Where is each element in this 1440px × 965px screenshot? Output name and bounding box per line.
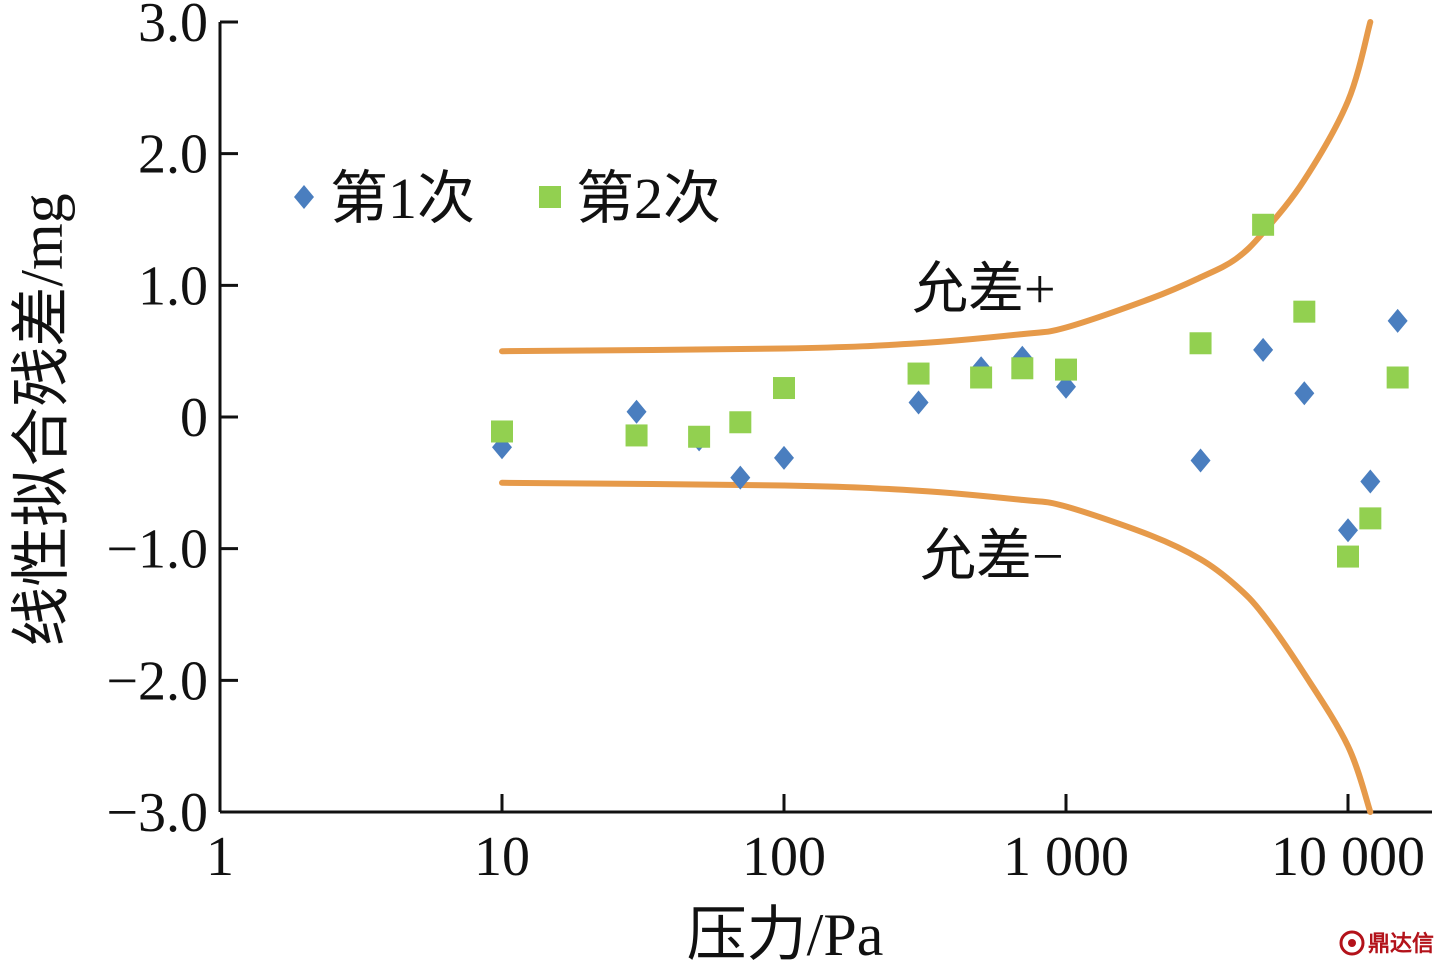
x-ticks: 1 10 100 1 000 10 000 [206, 794, 1425, 888]
data-point-run-1 [730, 465, 751, 490]
series-run-2 [491, 213, 1409, 568]
y-tick-label: −2.0 [106, 650, 208, 712]
data-point-run-2 [491, 420, 513, 443]
axes [218, 22, 1432, 814]
y-tick-label: 0 [180, 387, 208, 449]
data-point-run-1 [1253, 337, 1274, 362]
data-point-run-1 [1294, 381, 1315, 406]
tolerance-upper-line [499, 19, 1374, 355]
x-axis-title: 压力/Pa [687, 902, 884, 965]
data-point-run-1 [908, 390, 929, 415]
y-tick-label: 1.0 [138, 255, 208, 317]
data-point-run-2 [1011, 357, 1034, 380]
legend: 第1次 第2次 [294, 166, 721, 231]
data-point-run-2 [773, 377, 795, 400]
data-point-run-1 [774, 445, 794, 470]
data-point-run-1 [1190, 448, 1211, 473]
data-point-run-1 [1360, 469, 1381, 494]
series-run-1 [492, 308, 1408, 543]
x-tick-label: 1 000 [1003, 826, 1129, 888]
watermark-logo: 鼎达信 [1339, 930, 1434, 957]
tolerance-lower-line [499, 479, 1374, 815]
y-tick-label: −1.0 [106, 519, 208, 581]
data-point-run-2 [1337, 545, 1359, 568]
data-point-run-2 [1189, 332, 1212, 355]
x-tick-label: 10 [474, 826, 530, 888]
data-point-run-1 [1338, 518, 1358, 543]
tolerance-lower-label: 允差− [920, 526, 1064, 588]
watermark-seal-icon [1339, 930, 1365, 956]
data-point-run-2 [1252, 213, 1275, 236]
legend-marker-run-1 [294, 185, 314, 209]
data-point-run-2 [688, 425, 711, 448]
tolerance-upper-label: 允差+ [912, 259, 1056, 321]
x-tick-label: 10 000 [1271, 826, 1425, 888]
data-point-run-1 [1056, 374, 1076, 399]
data-point-run-1 [1387, 308, 1408, 333]
x-tick-label: 1 [206, 826, 234, 888]
legend-label-run-2: 第2次 [576, 166, 721, 231]
data-point-run-2 [1055, 358, 1077, 381]
y-tick-label: −3.0 [106, 782, 208, 844]
data-point-run-2 [970, 366, 993, 389]
data-point-run-2 [1359, 507, 1382, 530]
legend-label-run-1: 第1次 [330, 166, 475, 231]
y-axis-title: 线性拟合残差/mg [9, 193, 75, 646]
watermark-text: 鼎达信 [1368, 931, 1434, 957]
data-point-run-2 [907, 362, 930, 385]
data-point-run-2 [1386, 366, 1409, 389]
watermark-seal-dot [1348, 939, 1356, 947]
y-tick-label: 2.0 [138, 124, 208, 186]
legend-marker-run-2 [539, 186, 561, 208]
data-point-run-1 [626, 399, 647, 424]
data-point-run-2 [1293, 300, 1316, 323]
data-point-run-2 [729, 411, 752, 434]
x-tick-label: 100 [742, 826, 826, 888]
data-point-run-2 [625, 424, 648, 447]
y-tick-label: 3.0 [138, 0, 208, 54]
y-ticks: 3.0 2.0 1.0 0 −1.0 −2.0 −3.0 [106, 0, 238, 844]
